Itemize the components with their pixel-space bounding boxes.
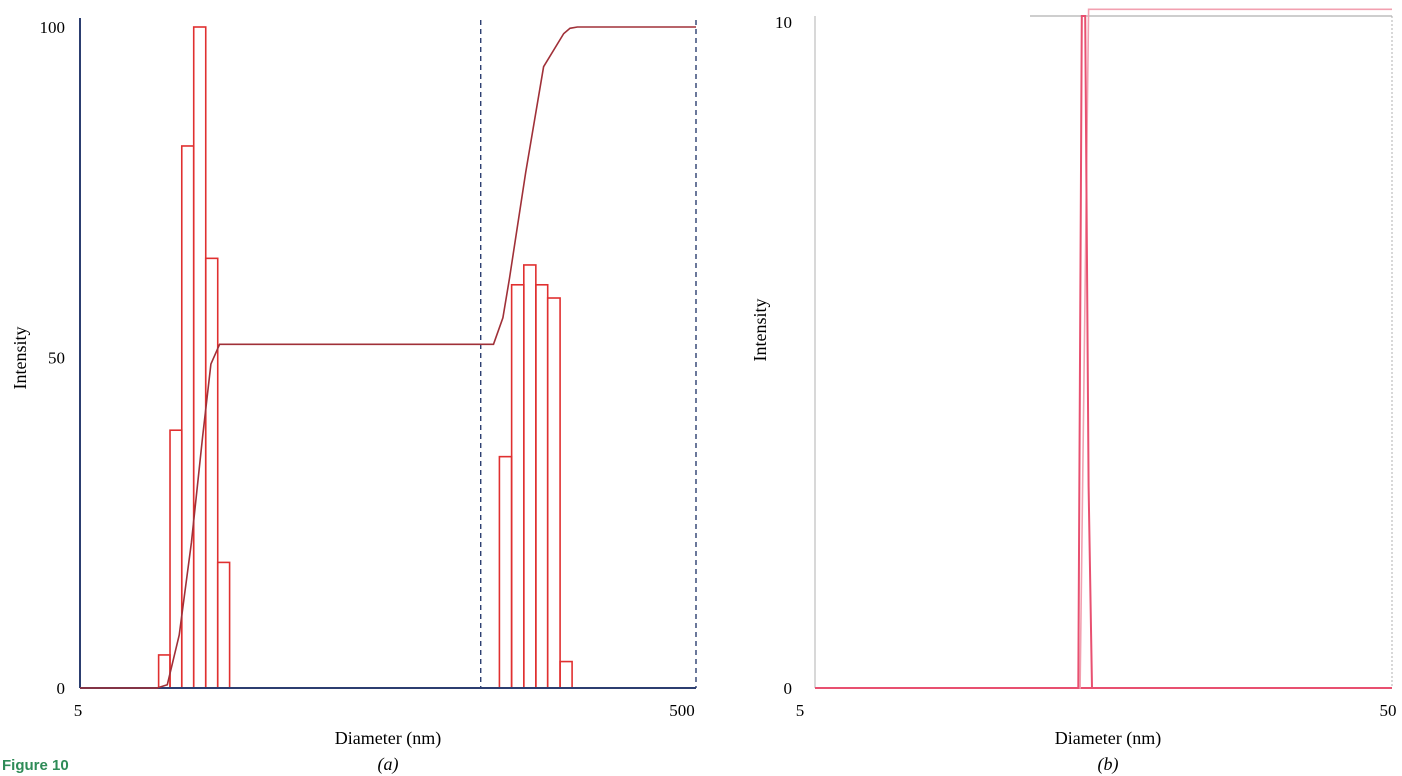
bar <box>559 660 573 689</box>
bar <box>204 257 219 689</box>
x-tick-label: 50 <box>1380 701 1397 720</box>
chart-panel-a: 0 50 100 5 500 Diameter (nm) Intensity (… <box>10 18 697 775</box>
x-axis-label: Diameter (nm) <box>1055 728 1161 749</box>
bar <box>535 283 549 689</box>
distribution-spike-b <box>815 15 1392 689</box>
figure-caption: Figure 10 <box>2 757 69 774</box>
y-tick-label: 10 <box>775 13 792 32</box>
y-tick-label: 0 <box>784 679 793 698</box>
bar <box>510 283 525 689</box>
x-tick-label: 5 <box>74 701 83 720</box>
bar-series-a <box>157 26 573 689</box>
x-tick-label: 5 <box>796 701 805 720</box>
cumulative-line-b <box>815 8 1392 689</box>
chart-panel-b: 0 10 5 50 Diameter (nm) Intensity (b) <box>750 8 1397 775</box>
y-tick-label: 100 <box>40 18 66 37</box>
bar <box>498 455 513 689</box>
cumulative-line-a <box>80 26 696 689</box>
panel-label-b: (b) <box>1098 754 1119 775</box>
y-axis-label: Intensity <box>750 299 770 362</box>
bar <box>216 561 231 689</box>
y-tick-label: 50 <box>48 349 65 368</box>
bar <box>192 26 207 689</box>
bar <box>546 297 561 689</box>
y-tick-label: 0 <box>57 679 66 698</box>
x-axis-label: Diameter (nm) <box>335 728 441 749</box>
x-tick-label: 500 <box>669 701 695 720</box>
dashed-marker-lines-a <box>480 20 697 688</box>
panel-label-a: (a) <box>378 754 399 775</box>
y-axis-label: Intensity <box>10 327 30 390</box>
bar <box>522 264 537 689</box>
